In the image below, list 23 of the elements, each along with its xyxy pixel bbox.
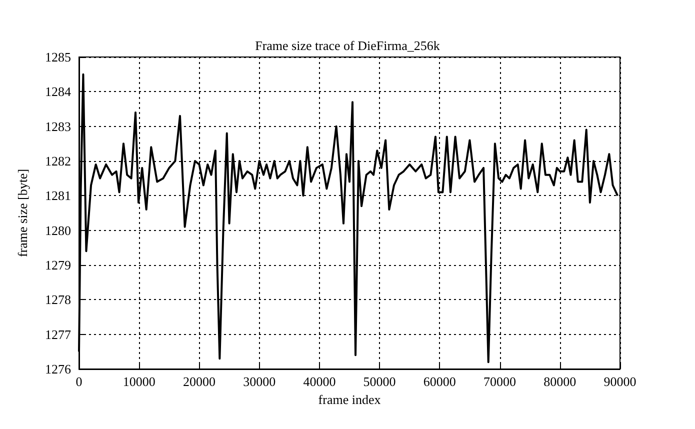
y-tick-label: 1279	[45, 258, 71, 272]
x-tick-label: 70000	[484, 374, 516, 389]
x-tick-label: 10000	[122, 374, 156, 389]
y-tick-label: 1281	[45, 188, 71, 204]
y-axis-title: frame size [byte]	[15, 168, 30, 258]
x-tick-label: 60000	[423, 374, 456, 389]
x-tick-label: 0	[76, 374, 82, 389]
y-tick-label: 1282	[45, 154, 71, 168]
x-tick-label: 90000	[604, 374, 636, 389]
chart-title: Frame size trace of DieFirma_256k	[255, 38, 440, 53]
x-tick-label: 20000	[182, 374, 216, 389]
x-tick-label: 80000	[544, 374, 576, 389]
y-tick-label: 1280	[45, 222, 71, 238]
x-tick-label: 30000	[243, 374, 276, 389]
x-axis-title: frame index	[318, 392, 382, 407]
y-tick-label: 1277	[45, 326, 72, 342]
x-tick-label: 40000	[303, 374, 336, 389]
y-tick-label: 1284	[45, 84, 72, 100]
y-tick-label: 1283	[45, 118, 71, 134]
y-tick-label: 1285	[45, 50, 71, 64]
y-tick-label: 1276	[45, 362, 72, 376]
x-tick-label: 50000	[363, 374, 396, 389]
y-tick-label: 1278	[45, 292, 71, 308]
